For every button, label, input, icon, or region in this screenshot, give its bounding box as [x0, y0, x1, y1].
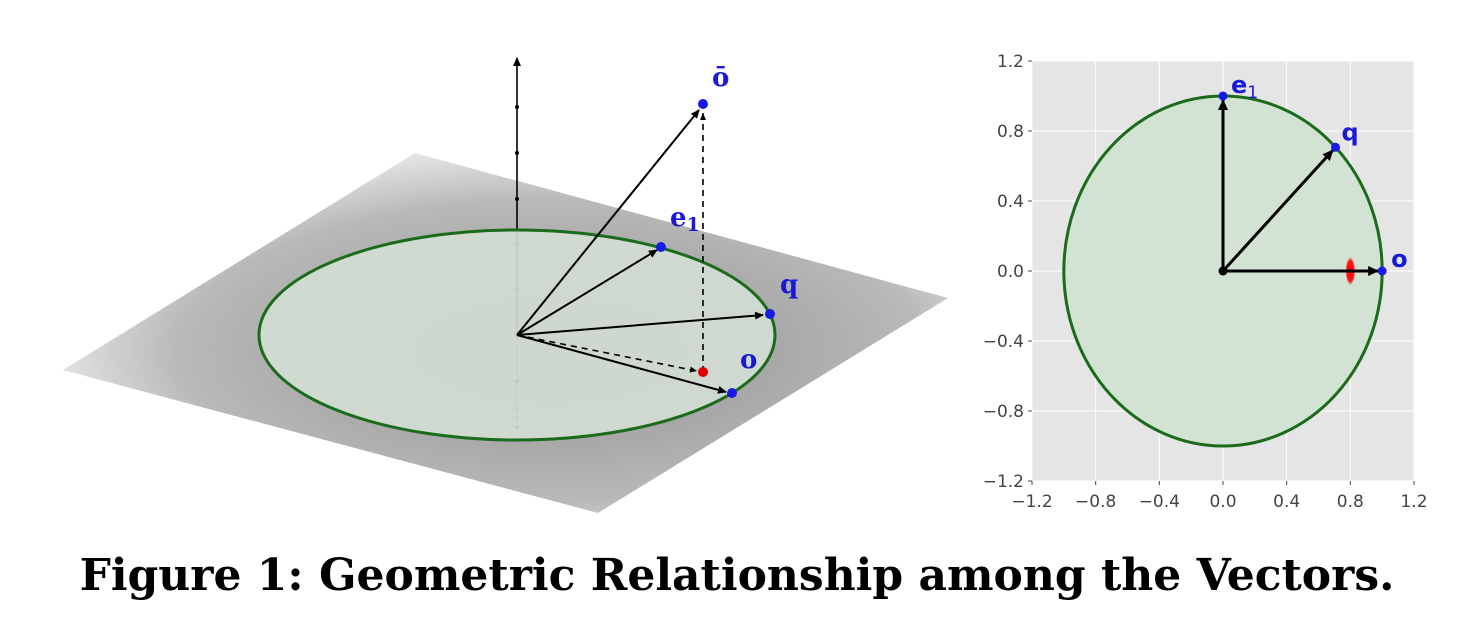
y-tick-label: −1.2 [983, 472, 1024, 492]
plot-root: −1.2 −0.8 −0.4 0.0 0.4 0.8 1.2 1.2 0.8 0.4 0.0 −0.4… [983, 52, 1428, 512]
vector-o-bar [516, 109, 700, 336]
vector-q [516, 311, 764, 336]
point-e1 [656, 242, 666, 252]
vector-q [1221, 149, 1334, 273]
x-tick-label: 1.2 [1400, 492, 1427, 512]
x-tick-label: −0.4 [1139, 492, 1180, 512]
label-e1: e1 [1231, 71, 1258, 103]
y-tick-label: 0.0 [997, 262, 1024, 282]
point-o [1377, 266, 1387, 276]
label-e1-sub: 1 [687, 214, 700, 236]
x-tick-label: 0.4 [1273, 492, 1300, 512]
y-tick-label: 0.8 [997, 122, 1024, 142]
y-tick-label: −0.4 [983, 332, 1024, 352]
x-tick-label: 0.8 [1337, 492, 1364, 512]
point-o-bar [698, 99, 708, 109]
point-q [765, 309, 775, 319]
projected-vector-dashed [516, 334, 698, 373]
label-e1-sub: 1 [1247, 83, 1258, 103]
label-o: o [740, 345, 757, 375]
label-e1-base: e [1231, 71, 1247, 99]
label-q: q [780, 270, 798, 300]
vector-e1 [516, 249, 658, 336]
label-e1: e1 [670, 203, 700, 236]
point-projection-red [698, 367, 708, 377]
y-tick-label: −0.8 [983, 402, 1024, 422]
y-tick-label: 1.2 [997, 52, 1024, 72]
label-o-bar: ō [712, 63, 729, 93]
figure-caption: Figure 1: Geometric Relationship among t… [79, 550, 1395, 601]
label-e1-base: e [670, 203, 687, 233]
vector-o [516, 334, 727, 394]
3d-vector-diagram: ō e1 q o [63, 57, 948, 513]
2d-vector-plot: −1.2 −0.8 −0.4 0.0 0.4 0.8 1.2 1.2 0.8 0.4 0.0 −0.4… [983, 52, 1428, 512]
label-q: q [1342, 118, 1359, 146]
x-tick-label: −1.2 [1011, 492, 1052, 512]
label-o: o [1391, 245, 1408, 273]
y-tick-label: 0.4 [997, 192, 1024, 212]
point-o [727, 388, 737, 398]
point-e1 [1218, 91, 1228, 101]
origin-point [1218, 266, 1228, 276]
point-q [1331, 142, 1341, 152]
x-tick-label: 0.0 [1209, 492, 1236, 512]
x-tick-label: −0.8 [1075, 492, 1116, 512]
